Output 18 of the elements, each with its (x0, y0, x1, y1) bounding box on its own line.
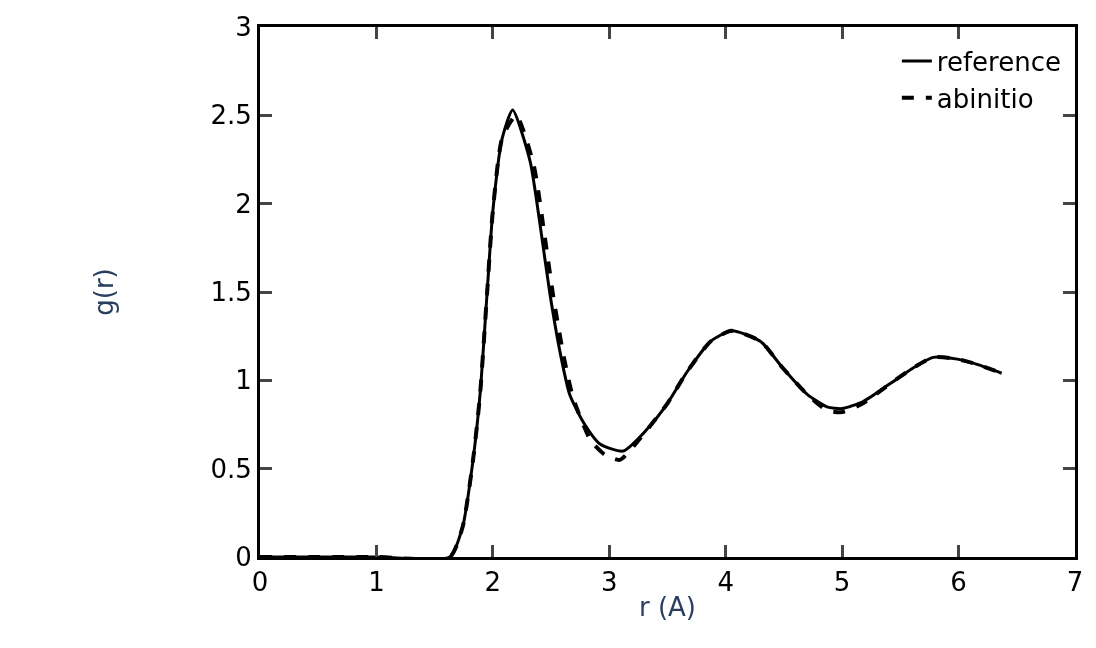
x-tick-label: 1 (368, 567, 385, 598)
y-tick-label: 1 (235, 365, 252, 396)
legend-label: reference (936, 47, 1062, 78)
y-tick-label: 3 (235, 12, 252, 43)
x-tick-label: 5 (833, 567, 851, 598)
x-tick-label: 3 (601, 567, 618, 598)
y-axis-title: g(r) (88, 268, 119, 316)
y-tick-label: 0.5 (210, 453, 252, 484)
y-tick-label: 2.5 (210, 100, 252, 131)
y-tick-label: 1.5 (210, 277, 252, 308)
x-axis-title: r (A) (638, 591, 697, 622)
x-tick-label: 7 (1066, 567, 1084, 598)
legend-label: abinitio (936, 83, 1034, 114)
x-tick-label: 6 (950, 567, 967, 598)
x-tick-label: 4 (717, 567, 734, 598)
x-tick-label: 2 (484, 567, 502, 598)
y-tick-label: 2 (235, 188, 252, 219)
y-tick-label: 0 (235, 542, 252, 573)
